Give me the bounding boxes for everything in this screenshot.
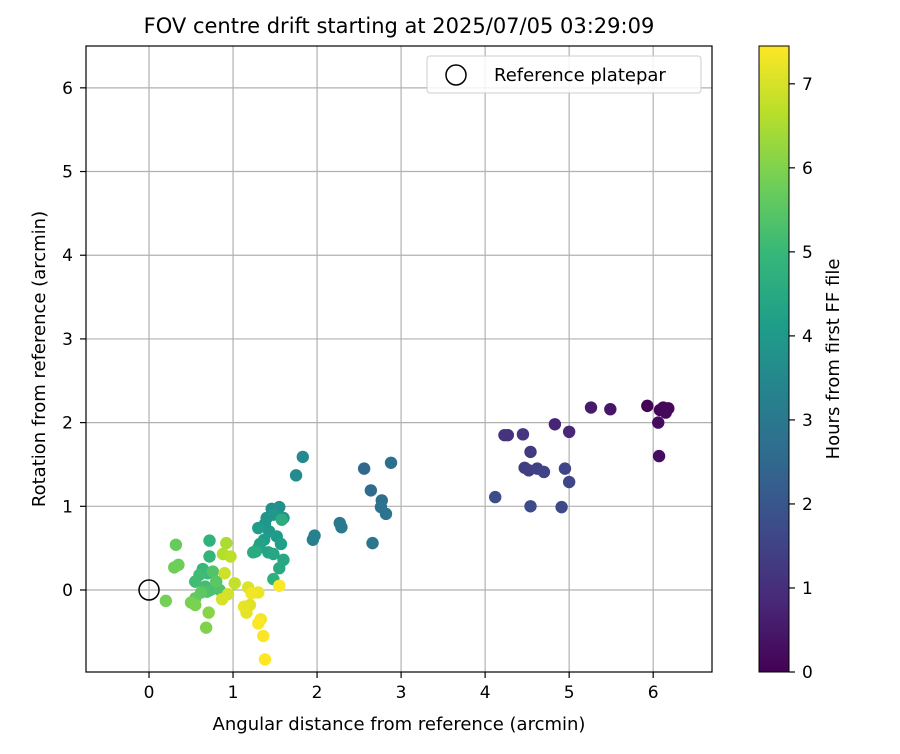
data-point — [237, 600, 251, 613]
colorbar-ticks: 0 1 2 3 4 5 6 7 — [789, 75, 813, 683]
data-point — [641, 399, 654, 413]
data-point — [366, 536, 379, 550]
reference-platepar-marker — [138, 579, 160, 601]
data-point — [189, 598, 202, 612]
y-tick-label: 6 — [62, 79, 73, 99]
data-point — [206, 565, 220, 578]
x-tick-label: 1 — [228, 683, 239, 703]
x-tick-label: 3 — [396, 683, 407, 703]
y-axis-ticks: 0 1 2 3 4 5 6 — [62, 79, 86, 601]
data-point — [524, 445, 537, 459]
x-tick-label: 5 — [564, 683, 575, 703]
data-point — [335, 521, 348, 534]
data-point — [258, 653, 272, 666]
x-axis-ticks: 0 1 2 3 4 5 6 — [144, 672, 659, 703]
plot-frame — [85, 45, 713, 673]
data-point — [537, 465, 551, 479]
colorbar-label: Hours from first FF file — [823, 259, 844, 460]
data-point — [245, 587, 258, 600]
colorbar-tick-label: 6 — [802, 159, 813, 179]
x-tick-label: 0 — [144, 683, 155, 703]
data-point — [267, 547, 280, 561]
data-point — [524, 500, 537, 513]
colorbar-tick-label: 4 — [802, 327, 813, 347]
data-point — [215, 592, 229, 606]
data-point — [247, 546, 260, 559]
data-point — [562, 425, 576, 439]
data-point — [604, 403, 617, 416]
data-points — [159, 399, 675, 666]
data-point — [169, 538, 183, 551]
data-point — [308, 529, 321, 542]
data-point — [252, 521, 265, 535]
y-tick-label: 0 — [62, 581, 73, 601]
data-point — [296, 450, 309, 464]
x-axis-label: Angular distance from reference (arcmin) — [213, 714, 586, 735]
data-point — [498, 428, 511, 442]
data-point — [202, 606, 215, 619]
grid-lines — [86, 46, 712, 672]
data-point — [289, 469, 303, 482]
data-point — [203, 534, 216, 547]
legend-entry-reference-platepar: Reference platepar — [494, 65, 666, 86]
data-point — [584, 401, 598, 414]
colorbar-tick-label: 5 — [802, 243, 813, 263]
colorbar — [758, 45, 790, 673]
data-point — [652, 449, 666, 463]
data-point — [357, 462, 371, 475]
y-axis-label: Rotation from reference (arcmin) — [29, 211, 50, 507]
data-point — [228, 577, 241, 590]
data-point — [275, 513, 288, 526]
colorbar-tick-label: 2 — [802, 495, 813, 515]
data-point — [516, 428, 530, 441]
data-point — [548, 418, 562, 431]
data-point — [489, 490, 502, 504]
data-point — [199, 621, 213, 634]
legend: Reference platepar — [426, 55, 702, 94]
data-point — [558, 462, 572, 475]
x-tick-label: 4 — [480, 683, 491, 703]
chart-title: FOV centre drift starting at 2025/07/05 … — [144, 14, 655, 38]
legend-box — [426, 55, 702, 94]
data-point — [273, 562, 286, 575]
data-point — [159, 594, 173, 608]
y-tick-label: 5 — [62, 163, 73, 183]
colorbar-tick-label: 7 — [802, 75, 813, 95]
legend-marker-icon — [445, 64, 467, 86]
x-tick-label: 2 — [312, 683, 323, 703]
data-point — [203, 550, 216, 563]
y-tick-label: 1 — [62, 497, 73, 517]
data-point — [273, 579, 286, 592]
data-point — [218, 567, 231, 580]
y-tick-label: 2 — [62, 414, 73, 434]
data-point — [562, 475, 576, 489]
data-point — [384, 456, 398, 469]
data-point — [659, 406, 672, 419]
data-point — [364, 484, 378, 497]
data-point — [210, 575, 223, 588]
y-tick-label: 4 — [62, 246, 73, 266]
data-point — [252, 617, 265, 630]
colorbar-tick-label: 1 — [802, 579, 813, 599]
y-tick-label: 3 — [62, 330, 73, 350]
data-point — [652, 416, 665, 429]
colorbar-tick-label: 3 — [802, 411, 813, 431]
data-point — [189, 575, 202, 588]
data-point — [220, 536, 233, 550]
colorbar-tick-label: 0 — [802, 663, 813, 683]
data-point — [274, 537, 288, 551]
data-point — [555, 500, 568, 514]
x-tick-label: 6 — [648, 683, 659, 703]
data-point — [224, 550, 237, 563]
data-point — [379, 507, 393, 521]
data-point — [257, 629, 270, 643]
data-point — [168, 561, 181, 574]
